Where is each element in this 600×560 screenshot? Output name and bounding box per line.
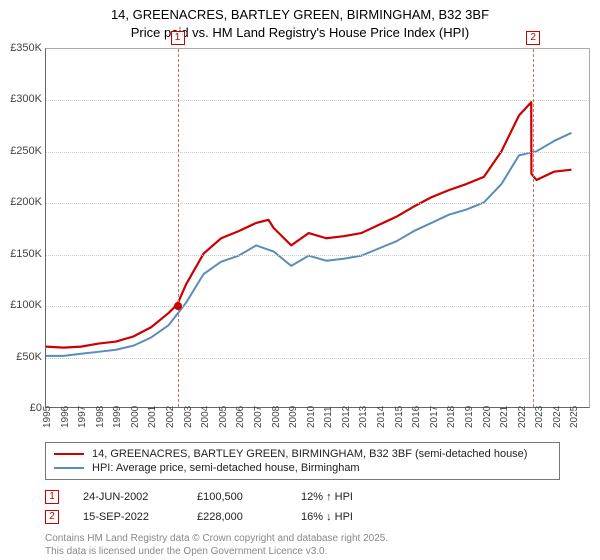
legend-label-property: 14, GREENACRES, BARTLEY GREEN, BIRMINGHA… xyxy=(92,448,527,460)
attribution-line-2: This data is licensed under the Open Gov… xyxy=(45,546,388,559)
y-axis-label: £50K xyxy=(0,351,42,363)
x-axis-label: 2006 xyxy=(235,406,246,428)
x-axis-label: 1997 xyxy=(77,406,88,428)
x-axis-label: 2005 xyxy=(218,406,229,428)
x-axis-label: 1995 xyxy=(42,406,53,428)
event-date-2: 15-SEP-2022 xyxy=(83,511,173,523)
legend-row-property: 14, GREENACRES, BARTLEY GREEN, BIRMINGHA… xyxy=(54,447,551,461)
x-axis-label: 2008 xyxy=(271,406,282,428)
x-axis-label: 2021 xyxy=(499,406,510,428)
event-price-2: £228,000 xyxy=(197,511,277,523)
chart-marker-1: 1 xyxy=(171,31,185,45)
attribution-line-1: Contains HM Land Registry data © Crown c… xyxy=(45,533,388,546)
event-delta-1: 12% ↑ HPI xyxy=(301,491,353,503)
x-axis-label: 2020 xyxy=(482,406,493,428)
x-axis-label: 2019 xyxy=(464,406,475,428)
event-marker-2: 2 xyxy=(45,510,59,524)
x-axis-label: 2007 xyxy=(253,406,264,428)
title-block: 14, GREENACRES, BARTLEY GREEN, BIRMINGHA… xyxy=(0,0,600,45)
x-axis-label: 2018 xyxy=(446,406,457,428)
x-axis-label: 2014 xyxy=(376,406,387,428)
plot-area: 1995199619971998199920002001200220032004… xyxy=(45,48,590,408)
x-axis-label: 2025 xyxy=(569,406,580,428)
x-axis-label: 1999 xyxy=(112,406,123,428)
x-axis-label: 2022 xyxy=(517,406,528,428)
x-axis-label: 2013 xyxy=(358,406,369,428)
x-axis-label: 2003 xyxy=(183,406,194,428)
chart-svg xyxy=(46,49,589,407)
title-line-2: Price paid vs. HM Land Registry's House … xyxy=(0,24,600,42)
x-axis-label: 2004 xyxy=(200,406,211,428)
y-axis-label: £350K xyxy=(0,42,42,54)
x-axis-label: 2002 xyxy=(165,406,176,428)
x-axis-label: 2009 xyxy=(288,406,299,428)
legend-label-hpi: HPI: Average price, semi-detached house,… xyxy=(92,462,360,474)
x-axis-label: 1996 xyxy=(60,406,71,428)
event-marker-1: 1 xyxy=(45,490,59,504)
y-axis-label: £250K xyxy=(0,145,42,157)
attribution: Contains HM Land Registry data © Crown c… xyxy=(45,533,388,558)
chart-container: 14, GREENACRES, BARTLEY GREEN, BIRMINGHA… xyxy=(0,0,600,560)
x-axis-label: 2015 xyxy=(394,406,405,428)
event-row-1: 1 24-JUN-2002 £100,500 12% ↑ HPI xyxy=(45,490,353,504)
sale-point-icon xyxy=(174,302,182,310)
x-axis-label: 2010 xyxy=(306,406,317,428)
x-axis-label: 2016 xyxy=(411,406,422,428)
y-axis-label: £150K xyxy=(0,248,42,260)
legend-row-hpi: HPI: Average price, semi-detached house,… xyxy=(54,461,551,475)
x-axis-label: 2012 xyxy=(341,406,352,428)
event-delta-2: 16% ↓ HPI xyxy=(301,511,353,523)
title-line-1: 14, GREENACRES, BARTLEY GREEN, BIRMINGHA… xyxy=(0,6,600,24)
x-axis-label: 2000 xyxy=(130,406,141,428)
event-price-1: £100,500 xyxy=(197,491,277,503)
y-axis-label: £100K xyxy=(0,299,42,311)
x-axis-label: 2024 xyxy=(552,406,563,428)
chart-marker-2: 2 xyxy=(526,31,540,45)
x-axis-label: 1998 xyxy=(95,406,106,428)
legend-box: 14, GREENACRES, BARTLEY GREEN, BIRMINGHA… xyxy=(45,442,560,480)
y-axis-label: £300K xyxy=(0,93,42,105)
x-axis-label: 2017 xyxy=(429,406,440,428)
y-axis-label: £0 xyxy=(0,402,42,414)
y-axis-label: £200K xyxy=(0,196,42,208)
legend-swatch-hpi xyxy=(54,467,84,469)
legend-swatch-property xyxy=(54,453,84,455)
x-axis-label: 2011 xyxy=(323,406,334,428)
event-date-1: 24-JUN-2002 xyxy=(83,491,173,503)
x-axis-label: 2001 xyxy=(147,406,158,428)
x-axis-label: 2023 xyxy=(534,406,545,428)
event-row-2: 2 15-SEP-2022 £228,000 16% ↓ HPI xyxy=(45,510,353,524)
